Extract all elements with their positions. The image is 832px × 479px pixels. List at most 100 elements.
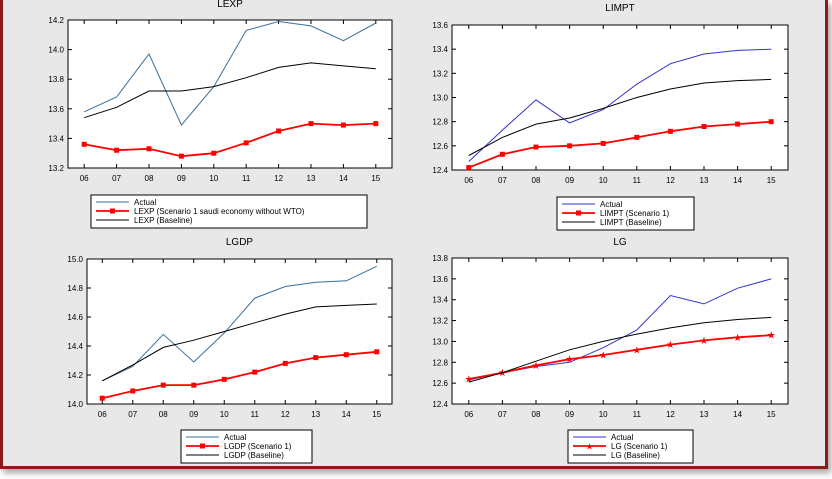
legend-marker	[576, 210, 581, 216]
data-point: ★	[632, 345, 641, 356]
x-tick-label: 15	[767, 410, 776, 419]
x-tick-label: 09	[565, 410, 574, 419]
x-tick-label: 08	[532, 410, 541, 419]
data-point	[735, 121, 741, 127]
data-point	[276, 128, 282, 134]
x-tick-label: 12	[666, 410, 675, 419]
y-tick-label: 13.8	[48, 75, 64, 84]
data-point: ★	[733, 333, 742, 344]
data-point: ★	[565, 355, 574, 366]
x-tick-label: 10	[599, 176, 608, 185]
y-tick-label: 13.8	[432, 254, 448, 263]
series-line-0	[83, 20, 377, 127]
data-point	[768, 119, 774, 125]
y-tick-label: 12.6	[432, 379, 448, 388]
legend-label: LIMPT (Scenario 1)	[600, 209, 670, 218]
plot-area	[67, 19, 393, 169]
data-point	[99, 395, 105, 401]
legend-marker	[200, 443, 205, 449]
y-tick-label: 12.4	[432, 400, 448, 409]
legend-label: Actual	[134, 198, 156, 207]
y-tick-label: 12.8	[432, 358, 448, 367]
x-tick-label: 09	[177, 174, 186, 183]
y-tick-label: 15.0	[67, 255, 83, 264]
x-tick-label: 10	[209, 174, 218, 183]
series-line-1	[468, 120, 772, 169]
data-point	[533, 144, 539, 150]
chart-panel-lexp: LEXP 13.2 13.4 13.6 13.8 14.0 14.2 06 07 08 09 10 11…	[48, 0, 393, 229]
series-line-1	[102, 350, 377, 400]
data-point	[373, 121, 379, 127]
data-point: ★	[498, 368, 507, 379]
data-point	[343, 352, 349, 358]
data-point	[282, 360, 288, 366]
data-point: ★	[767, 331, 776, 342]
x-tick-label: 13	[311, 410, 320, 419]
y-tick-label: 12.4	[432, 166, 448, 175]
data-point	[308, 121, 314, 127]
data-point	[243, 140, 249, 146]
data-point	[114, 147, 120, 153]
x-tick-label: 14	[342, 410, 351, 419]
chart-panel-lg: LG 12.4 12.6 12.8 13.0 13.2 13.4 13.6 13.8 06 07 08…	[432, 237, 789, 464]
y-tick-label: 13.2	[432, 69, 448, 78]
x-tick-label: 15	[372, 410, 381, 419]
data-point	[211, 150, 217, 156]
y-tick-label: 14.0	[48, 46, 64, 55]
x-tick-label: 10	[220, 410, 229, 419]
x-tick-label: 12	[274, 174, 283, 183]
data-point: ★	[666, 340, 675, 351]
series-line-0	[102, 265, 378, 382]
legend-marker: ★	[585, 442, 593, 452]
x-tick-label: 07	[498, 176, 507, 185]
data-point	[252, 369, 258, 375]
chart-title: LG	[613, 237, 627, 248]
x-tick-label: 08	[145, 174, 154, 183]
legend-label: Actual	[611, 433, 633, 442]
x-tick-label: 15	[767, 176, 776, 185]
data-point	[701, 124, 707, 129]
chart-panel-lgdp: LGDP 14.0 14.2 14.4 14.6 14.8 15.0 06 07 08 09 10 11…	[67, 237, 393, 464]
x-tick-label: 10	[599, 410, 608, 419]
y-tick-label: 13.4	[432, 45, 448, 54]
x-tick-label: 07	[498, 410, 507, 419]
y-tick-label: 14.0	[67, 400, 83, 409]
x-tick-label: 09	[565, 176, 574, 185]
data-point	[340, 122, 346, 128]
y-tick-label: 14.2	[48, 16, 64, 25]
legend-label: LG (Baseline)	[611, 451, 660, 460]
data-point	[567, 143, 573, 149]
series-line-1	[84, 122, 376, 158]
data-point	[600, 140, 606, 146]
x-tick-label: 14	[733, 410, 742, 419]
plot-area	[86, 258, 393, 405]
chart-panel-limpt: LIMPT 12.4 12.6 12.8 13.0 13.2 13.4 13.6 06 07 08 0…	[432, 3, 789, 231]
y-tick-label: 13.0	[432, 94, 448, 103]
y-tick-label: 13.4	[48, 134, 64, 143]
y-tick-label: 14.4	[67, 342, 83, 351]
y-tick-label: 14.6	[67, 313, 83, 322]
y-tick-label: 12.6	[432, 142, 448, 151]
data-point	[499, 151, 505, 157]
x-tick-label: 09	[189, 410, 198, 419]
data-point	[221, 376, 227, 382]
legend-label: LEXP (Baseline)	[134, 216, 193, 225]
y-tick-label: 14.8	[67, 284, 83, 293]
legend-label: Actual	[224, 433, 246, 442]
y-tick-label: 13.2	[432, 317, 448, 326]
legend-label: LGDP (Scenario 1)	[224, 442, 292, 451]
x-tick-label: 13	[700, 410, 709, 419]
x-tick-label: 12	[666, 176, 675, 185]
x-tick-label: 07	[128, 410, 137, 419]
plot-area	[451, 257, 789, 405]
x-tick-label: 11	[633, 410, 642, 419]
data-point	[374, 349, 380, 355]
data-point: ★	[700, 336, 709, 347]
y-tick-label: 13.6	[432, 21, 448, 30]
data-point	[81, 141, 87, 147]
y-tick-label: 13.2	[48, 164, 64, 173]
data-point	[466, 165, 472, 171]
